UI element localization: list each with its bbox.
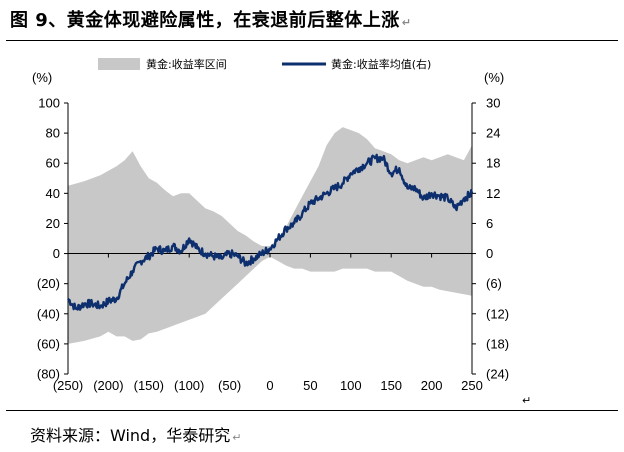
right-tick-label: 0 [486,246,493,261]
figure-title: 图 9、黄金体现避险属性，在衰退前后整体上涨 ↵ [10,10,412,31]
paragraph-mark-icon: ↵ [522,394,531,406]
x-tick-label: 150 [380,378,402,393]
source-note: 资料来源：Wind，华泰研究 ↵ [30,426,242,445]
right-tick-label: (18) [486,336,509,351]
paragraph-mark-icon: ↵ [232,431,242,444]
x-tick-label: (200) [93,378,123,393]
right-tick-label: 24 [486,126,500,141]
x-tick-label: (100) [174,378,204,393]
left-tick-label: 40 [46,186,60,201]
left-tick-label: (20) [37,276,60,291]
right-tick-label: (6) [486,276,502,291]
left-tick-label: (60) [37,336,60,351]
legend-label-range: 黄金:收益率区间 [146,57,227,71]
axes-layer [64,102,476,375]
left-axis-unit: (%) [32,70,52,85]
gold-return-chart: 黄金:收益率区间 黄金:收益率均值(右) (%) (%) 10080604020… [32,57,531,406]
x-tick-label: 0 [266,378,273,393]
x-tick-label: 100 [340,378,362,393]
chart-legend: 黄金:收益率区间 黄金:收益率均值(右) [98,57,431,71]
mean-line-layer [67,153,474,311]
left-tick-label: 100 [38,96,60,111]
x-tick-label: (50) [218,378,241,393]
right-tick-label: 12 [486,186,500,201]
x-tick-label: 50 [303,378,317,393]
range-band-area [68,127,472,344]
range-band-layer [68,127,472,344]
left-tick-label: 80 [46,126,60,141]
right-tick-label: 30 [486,96,500,111]
mean-return-line [67,153,474,311]
paragraph-mark-icon: ↵ [401,16,412,29]
bottom-divider [6,410,618,411]
left-tick-label: 0 [53,246,60,261]
right-tick-label: (12) [486,306,509,321]
legend-label-mean: 黄金:收益率均值(右) [331,57,431,71]
right-tick-label: (24) [486,367,509,382]
right-axis-unit: (%) [484,70,504,85]
left-tick-label: 20 [46,216,60,231]
right-tick-label: 6 [486,216,493,231]
x-tick-label: (250) [53,378,83,393]
x-tick-label: 250 [461,378,483,393]
tick-label-layer: 100806040200(20)(40)(60)(80)3024181260(6… [37,96,509,394]
title-divider [6,40,618,41]
legend-swatch-range [98,58,140,70]
chart-paragraph-mark-layer: ↵ [522,394,531,406]
left-tick-label: (40) [37,306,60,321]
x-tick-label: (150) [134,378,164,393]
right-tick-label: 18 [486,156,500,171]
left-tick-label: (80) [37,367,60,382]
x-tick-label: 200 [421,378,443,393]
left-tick-label: 60 [46,156,60,171]
